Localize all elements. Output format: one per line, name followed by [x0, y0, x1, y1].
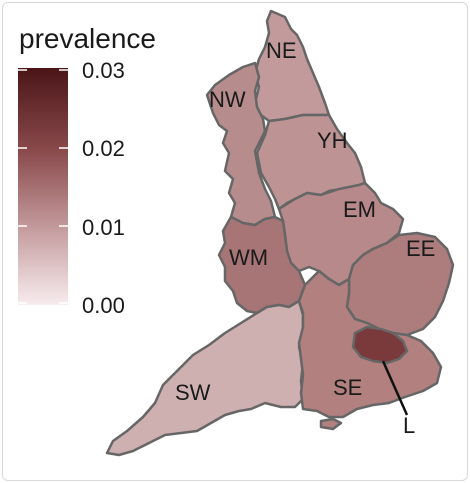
- legend-title: prevalence: [19, 23, 156, 54]
- region-label-SW: SW: [175, 380, 211, 405]
- region-label-NE: NE: [266, 38, 297, 63]
- legend-tick-label: 0.03: [82, 58, 125, 83]
- legend-tick-label: 0.00: [82, 293, 125, 318]
- region-label-NW: NW: [209, 87, 246, 112]
- region-label-EM: EM: [343, 197, 376, 222]
- region-YH: [255, 113, 367, 211]
- isle-of-wight: [319, 417, 343, 431]
- legend-color-bar: [18, 68, 68, 305]
- region-label-WM: WM: [229, 245, 268, 270]
- london-leader-line: [381, 360, 409, 416]
- region-L: [351, 325, 409, 365]
- region-label-YH: YH: [317, 128, 348, 153]
- legend-tick-label: 0.01: [82, 215, 125, 240]
- legend-tick-label: 0.02: [82, 136, 125, 161]
- region-label-EE: EE: [406, 236, 435, 261]
- region-label-L: L: [403, 413, 415, 438]
- region-SW: [105, 299, 305, 457]
- region-NE: [253, 9, 331, 123]
- region-label-SE: SE: [333, 375, 362, 400]
- england-region-map: NE NW YH EM WM EE SW SE L: [105, 9, 455, 457]
